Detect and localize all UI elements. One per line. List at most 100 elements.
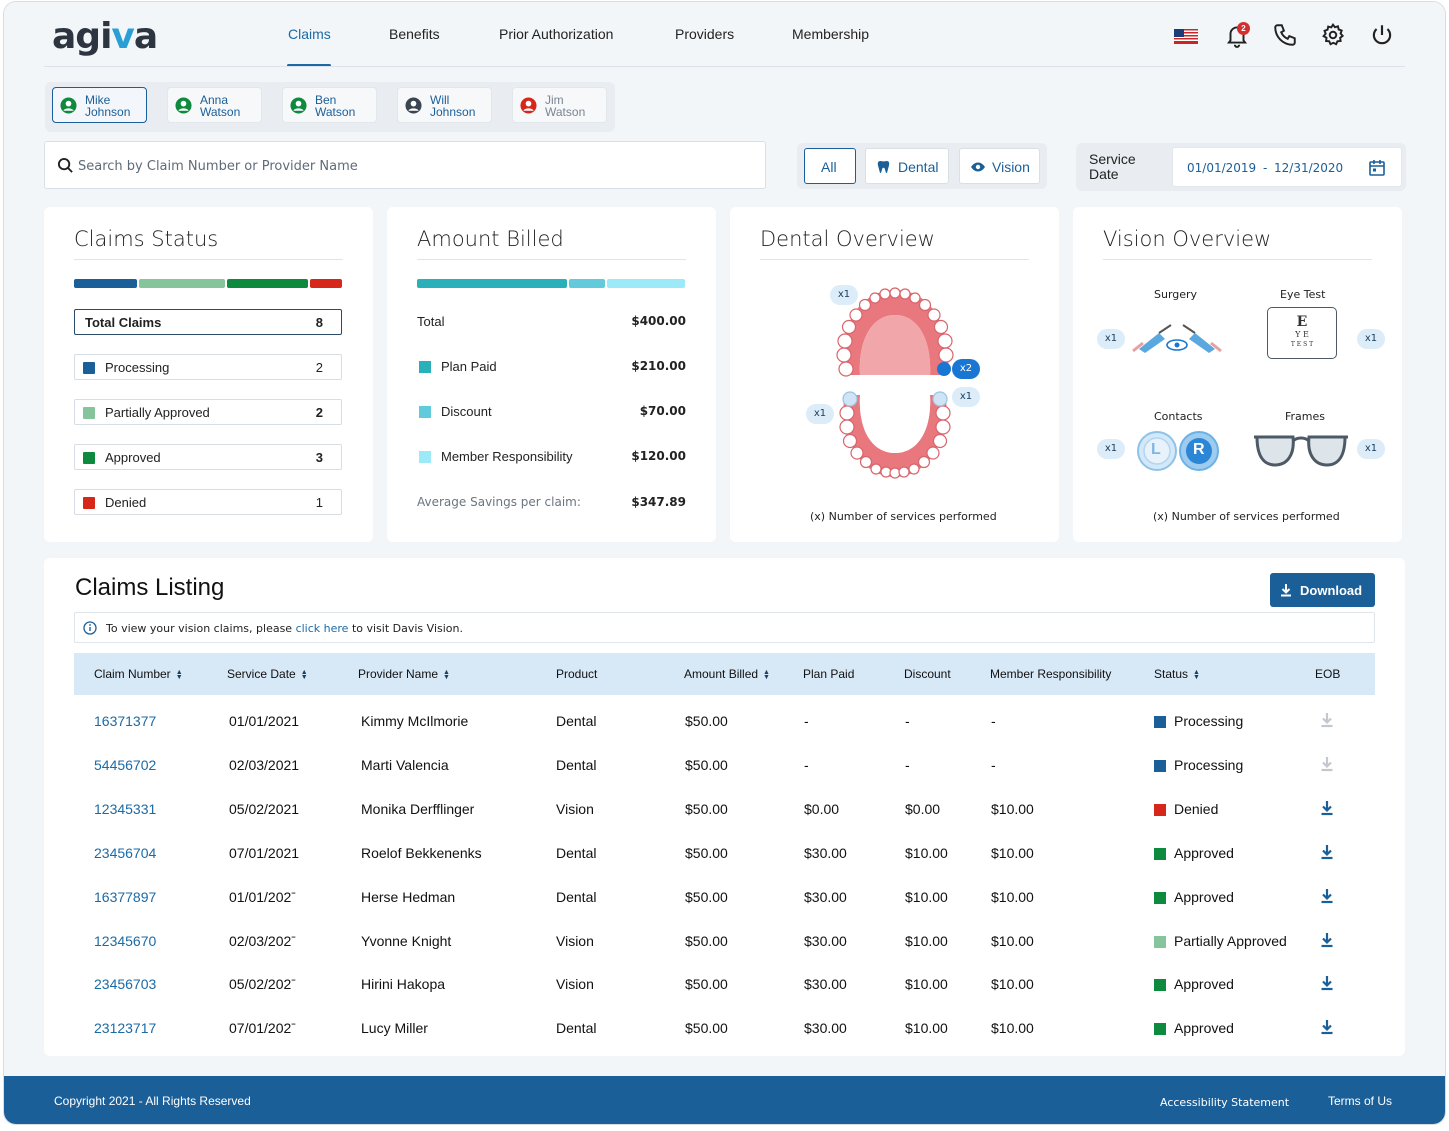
eob-download-icon[interactable] <box>1320 932 1334 948</box>
nav-membership[interactable]: Membership <box>792 26 870 42</box>
selected-tooth-upper[interactable] <box>937 362 951 376</box>
user-avatar-icon <box>175 97 192 114</box>
member-first-name: Ben <box>315 93 337 107</box>
eob-download-icon[interactable] <box>1320 975 1334 991</box>
copyright-text: Copyright 2021 - All Rights Reserved <box>54 1094 251 1108</box>
dental-chart[interactable] <box>830 285 960 480</box>
billed-value: $347.89 <box>631 495 686 509</box>
member-anna-watson[interactable]: Anna Watson <box>167 87 262 123</box>
status-swatch <box>1154 979 1166 991</box>
eob-download-icon[interactable] <box>1320 800 1334 816</box>
contact-lenses-icon[interactable] <box>1135 429 1221 473</box>
nav-prior-authorization[interactable]: Prior Authorization <box>499 26 614 42</box>
column-amount-billed[interactable]: Amount Billed ▲ ▼ <box>684 667 770 681</box>
logo[interactable]: agiva <box>52 16 158 57</box>
total-claims-row[interactable]: Total Claims 8 <box>74 309 342 335</box>
terms-link[interactable]: Terms of Us <box>1328 1094 1393 1108</box>
service-date-cell: 07/01/2021 <box>229 845 300 861</box>
accessibility-link[interactable]: Accessibility Statement <box>1160 1096 1290 1109</box>
claim-number-link[interactable]: 54456702 <box>94 757 157 773</box>
selected-tooth-lower-left[interactable] <box>842 391 858 407</box>
notice-text: to visit Davis Vision. <box>348 622 463 635</box>
status-cell: Approved <box>1174 889 1234 905</box>
status-count: 1 <box>315 495 323 510</box>
nav-claims[interactable]: Claims <box>288 26 331 42</box>
sort-icon: ▲ ▼ <box>443 668 450 681</box>
member-will-johnson[interactable]: Will Johnson <box>397 87 492 123</box>
nav-providers[interactable]: Providers <box>675 26 735 42</box>
search-input[interactable]: Search by Claim Number or Provider Name <box>44 141 766 189</box>
footer: Copyright 2021 - All Rights Reserved Acc… <box>4 1076 1445 1124</box>
download-button[interactable]: Download <box>1270 573 1375 607</box>
upper-teeth <box>836 287 954 377</box>
service-date-range-input[interactable]: 01/01/2019 - 12/31/2020 <box>1172 147 1402 187</box>
nav-benefits[interactable]: Benefits <box>389 26 440 42</box>
gear-icon[interactable] <box>1320 22 1346 48</box>
claims-listing-panel: Claims Listing Download To view your vis… <box>44 558 1405 1056</box>
column-product: Product <box>556 667 598 681</box>
column-plan-paid: Plan Paid <box>803 667 855 681</box>
status-cell: Approved <box>1174 976 1234 992</box>
member-first-name: Jim <box>545 93 564 107</box>
status-row-approved[interactable]: Approved 3 <box>74 444 342 470</box>
column-provider-name[interactable]: Provider Name ▲ ▼ <box>358 667 450 681</box>
column-service-date[interactable]: Service Date ▲ ▼ <box>227 667 308 681</box>
claim-number-link[interactable]: 16371377 <box>94 713 157 729</box>
service-count-pill: x2 <box>952 359 980 379</box>
member-mike-johnson[interactable]: Mike Johnson <box>52 87 147 123</box>
service-date-cell: 05/02/202ˉ <box>229 976 296 992</box>
dental-caption: (x) Number of services performed <box>810 510 997 523</box>
amount-billed-cell: $50.00 <box>685 801 728 817</box>
product-cell: Dental <box>556 845 597 861</box>
claim-number-link[interactable]: 12345670 <box>94 933 157 949</box>
notice-text: To view your vision claims, please <box>106 622 296 635</box>
column-status[interactable]: Status ▲ ▼ <box>1154 667 1200 681</box>
member-responsibility-cell: $10.00 <box>991 1020 1034 1036</box>
sort-icon: ▲ ▼ <box>175 668 183 681</box>
lower-teeth <box>839 405 951 479</box>
eye-chart-icon[interactable]: E Y E T E S T <box>1267 307 1337 359</box>
member-jim-watson[interactable]: Jim Watson <box>512 87 607 123</box>
member-ben-watson[interactable]: Ben Watson <box>282 87 377 123</box>
claim-number-link[interactable]: 16377897 <box>94 889 157 905</box>
amount-billed-cell: $50.00 <box>685 889 728 905</box>
status-row-processing[interactable]: Processing 2 <box>74 354 342 380</box>
phone-icon[interactable] <box>1272 22 1298 48</box>
us-flag-icon[interactable] <box>1174 29 1198 44</box>
lens-left-letter: L <box>1151 441 1161 458</box>
billed-bar-member-responsibility <box>607 279 685 288</box>
filter-dental-button[interactable]: Dental <box>865 148 949 184</box>
power-icon[interactable] <box>1369 22 1395 48</box>
claim-number-link[interactable]: 23123717 <box>94 1020 157 1036</box>
calendar-icon[interactable] <box>1369 159 1385 176</box>
eob-download-icon[interactable] <box>1320 888 1334 904</box>
eob-download-icon[interactable] <box>1320 844 1334 860</box>
provider-name-cell: Yvonne Knight <box>361 933 452 949</box>
service-date-label: Service Date <box>1089 151 1136 182</box>
card-title: Claims Status <box>74 227 219 251</box>
glasses-icon[interactable] <box>1253 431 1349 469</box>
surgery-icon[interactable] <box>1131 311 1223 355</box>
eob-download-icon[interactable] <box>1320 1019 1334 1035</box>
status-cell: Processing <box>1174 757 1244 773</box>
filter-all-button[interactable]: All <box>804 148 856 184</box>
claim-number-link[interactable]: 12345331 <box>94 801 157 817</box>
status-bar-processing <box>74 279 137 288</box>
contacts-label: Contacts <box>1154 410 1203 423</box>
column-claim-number[interactable]: Claim Number ▲ ▼ <box>94 667 183 681</box>
status-row-denied[interactable]: Denied 1 <box>74 489 342 515</box>
plan-paid-cell: $30.00 <box>804 976 847 992</box>
service-date-cell: 01/01/202ˉ <box>229 889 296 905</box>
vision-claims-notice: To view your vision claims, please click… <box>74 612 1375 643</box>
search-icon <box>57 157 73 173</box>
billed-label: Total <box>417 314 445 329</box>
card-title: Dental Overview <box>760 227 935 251</box>
claim-number-link[interactable]: 23456704 <box>94 845 157 861</box>
filter-vision-button[interactable]: Vision <box>959 148 1040 184</box>
selected-tooth-lower-right[interactable] <box>932 391 948 407</box>
member-last-name: Johnson <box>85 105 131 119</box>
member-last-name: Watson <box>545 105 586 119</box>
davis-vision-link[interactable]: click here <box>295 622 349 635</box>
status-row-partially-approved[interactable]: Partially Approved 2 <box>74 399 342 425</box>
claim-number-link[interactable]: 23456703 <box>94 976 157 992</box>
